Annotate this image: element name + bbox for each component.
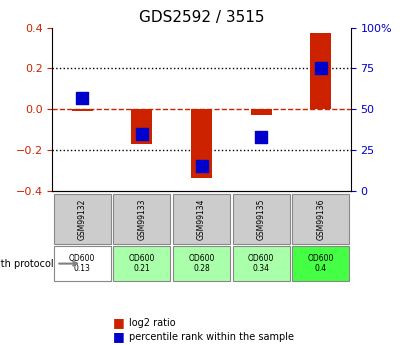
Bar	[72, 109, 93, 111]
FancyBboxPatch shape	[292, 194, 349, 244]
FancyBboxPatch shape	[54, 246, 111, 281]
Text: OD600
0.21: OD600 0.21	[129, 254, 155, 273]
Text: OD600
0.28: OD600 0.28	[188, 254, 215, 273]
Bar	[251, 109, 272, 116]
Bar	[131, 109, 152, 144]
Text: GSM99136: GSM99136	[316, 198, 325, 240]
Point	[79, 95, 85, 101]
FancyBboxPatch shape	[292, 246, 349, 281]
Text: OD600
0.34: OD600 0.34	[248, 254, 274, 273]
Bar	[191, 109, 212, 178]
Text: OD600
0.13: OD600 0.13	[69, 254, 96, 273]
Text: percentile rank within the sample: percentile rank within the sample	[129, 332, 294, 342]
Text: GSM99134: GSM99134	[197, 198, 206, 240]
Text: ■: ■	[113, 330, 125, 343]
FancyBboxPatch shape	[54, 194, 111, 244]
Bar	[310, 33, 331, 109]
Text: GSM99133: GSM99133	[137, 198, 146, 240]
Text: OD600
0.4: OD600 0.4	[307, 254, 334, 273]
FancyBboxPatch shape	[233, 194, 290, 244]
FancyBboxPatch shape	[113, 194, 170, 244]
Point	[139, 131, 145, 137]
Text: growth protocol: growth protocol	[0, 259, 77, 269]
Text: GSM99135: GSM99135	[257, 198, 266, 240]
FancyBboxPatch shape	[173, 194, 230, 244]
Text: GSM99132: GSM99132	[78, 198, 87, 240]
FancyBboxPatch shape	[173, 246, 230, 281]
FancyBboxPatch shape	[233, 246, 290, 281]
Title: GDS2592 / 3515: GDS2592 / 3515	[139, 10, 264, 25]
Point	[258, 134, 264, 140]
FancyBboxPatch shape	[113, 246, 170, 281]
Text: log2 ratio: log2 ratio	[129, 318, 176, 328]
Point	[198, 164, 205, 169]
Text: ■: ■	[113, 316, 125, 329]
Point	[318, 66, 324, 71]
